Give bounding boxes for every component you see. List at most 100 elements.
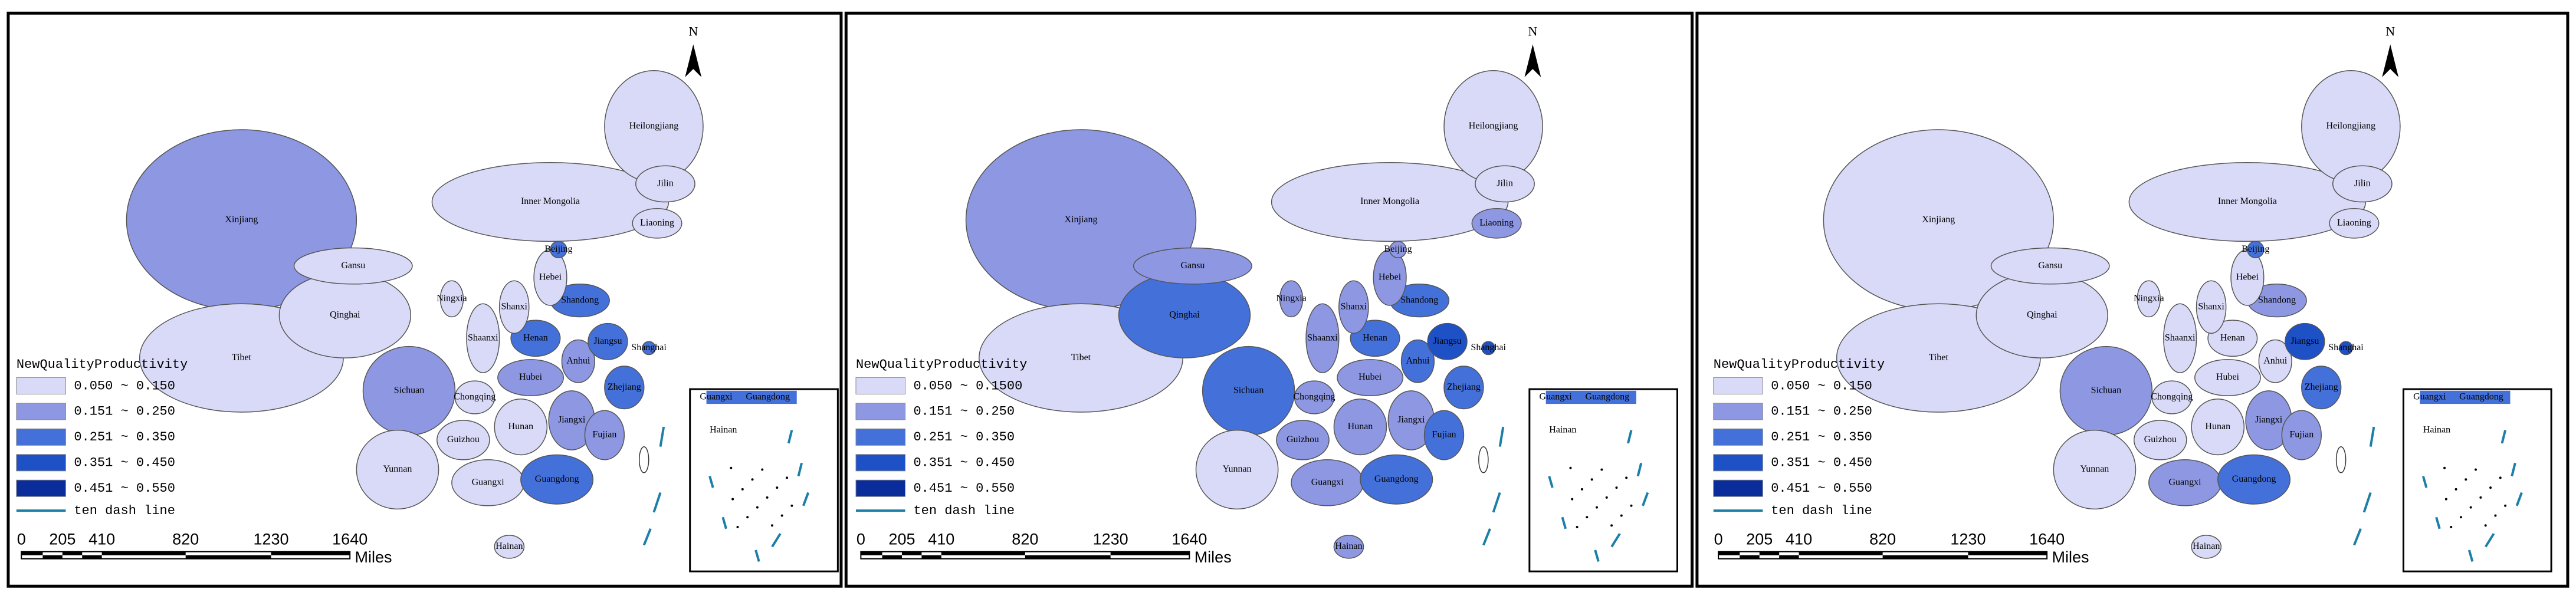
- legend-item: 0.050 ~ 0.150: [1771, 379, 1872, 393]
- province-label: Jiangsu: [1433, 336, 1462, 346]
- legend-swatch: [855, 403, 906, 420]
- province-label: Hainan: [2193, 541, 2220, 551]
- province: [1471, 208, 1522, 239]
- province: [1475, 165, 1535, 203]
- province: [2258, 339, 2292, 383]
- province-label: Zhejiang: [608, 382, 641, 392]
- province: [2207, 320, 2258, 357]
- legend-item: 0.451 ~ 0.550: [913, 481, 1015, 496]
- province-label: Zhejiang: [2305, 382, 2338, 392]
- island: [780, 514, 783, 517]
- scale-segment: [861, 551, 882, 555]
- scale-label: 820: [172, 530, 199, 548]
- ten-dash-line: [2369, 426, 2375, 447]
- province: [454, 380, 495, 414]
- map-panel: Xinjiang Tibet Inner Mongolia Qinghai Heilon…: [1695, 11, 2570, 588]
- legend-swatch: [1713, 454, 1763, 472]
- island: [741, 488, 744, 491]
- province: [2332, 165, 2393, 203]
- province-label: Beijing: [544, 244, 572, 254]
- legend-swatch: [1713, 479, 1763, 497]
- province-label: Shandong: [2258, 295, 2296, 305]
- province-label: Yunnan: [1223, 464, 1252, 474]
- taiwan: [2335, 446, 2347, 473]
- ten-dash-line: [797, 462, 803, 477]
- province: [497, 359, 565, 396]
- inset-label: Hainan: [1549, 424, 1576, 435]
- ten-dash-line: [787, 430, 793, 444]
- island: [2479, 496, 2482, 499]
- inset-label: Guangdong: [746, 392, 790, 402]
- province: [2339, 341, 2353, 356]
- inset-label: Guangdong: [2459, 392, 2503, 402]
- scale-segment: [1718, 551, 1740, 555]
- province: [1133, 247, 1252, 285]
- scale-segment: [185, 555, 271, 559]
- province: [1400, 339, 1435, 383]
- scale-label: 205: [888, 530, 915, 548]
- scale-label: 0: [857, 530, 865, 548]
- legend-title: NewQualityProductivity: [1714, 357, 1885, 372]
- scale-segment: [101, 551, 186, 555]
- ten-dash-line: [1561, 516, 1567, 529]
- ten-dash-line: [2421, 476, 2428, 488]
- ten-dash-line: [1482, 528, 1491, 546]
- province-label: Yunnan: [2080, 464, 2109, 474]
- scale-segment: [941, 551, 1025, 555]
- province-label: Guizhou: [1287, 435, 1319, 445]
- legend-swatch: [16, 454, 66, 472]
- scale-label: 205: [49, 530, 76, 548]
- north-arrow: [2382, 44, 2399, 77]
- province: [2133, 420, 2187, 460]
- province-label: Guangdong: [1374, 474, 1419, 484]
- island: [1615, 486, 1618, 489]
- province-label: Hebei: [539, 272, 562, 282]
- province-label: Hunan: [2205, 422, 2230, 432]
- province-label: Inner Mongolia: [2218, 196, 2277, 206]
- scale-segment: [1110, 551, 1190, 555]
- province: [1276, 420, 1330, 460]
- scale-segment: [1740, 555, 1760, 559]
- island: [1586, 516, 1589, 519]
- province: [550, 241, 567, 258]
- province-label: Shaanxi: [468, 333, 498, 343]
- island: [736, 525, 739, 528]
- province-label: Jiangxi: [2255, 415, 2283, 425]
- ten-dash-line: [1594, 549, 1600, 562]
- inset-land: [706, 390, 797, 404]
- legend-item: 0.451 ~ 0.550: [74, 481, 175, 496]
- ten-dash-line: [642, 528, 652, 546]
- scale-segment: [82, 555, 102, 559]
- province: [2285, 322, 2325, 360]
- province: [1423, 410, 1465, 460]
- province-label: Jilin: [2354, 179, 2371, 189]
- ten-dash-line: [2515, 492, 2523, 506]
- inset-land: [2420, 390, 2511, 404]
- province-label: Ningxia: [437, 294, 467, 304]
- province: [632, 208, 682, 239]
- province-label: Tibet: [1071, 353, 1091, 363]
- province: [439, 280, 464, 318]
- scale-segment: [1025, 555, 1111, 559]
- province: [2247, 241, 2265, 258]
- province-label: Xinjiang: [225, 215, 258, 225]
- taiwan: [638, 446, 649, 473]
- island: [2494, 514, 2497, 517]
- province-label: Heilongjiang: [629, 121, 679, 131]
- legend-swatch: [1713, 403, 1763, 420]
- legend-item: 0.351 ~ 0.450: [1771, 456, 1872, 470]
- province-label: Gansu: [1180, 261, 1205, 271]
- north-label: N: [1528, 24, 1537, 39]
- province: [1443, 366, 1484, 410]
- ten-dash-line: [754, 549, 760, 562]
- province-label: Shanxi: [1341, 301, 1367, 311]
- ten-dash-line: [708, 476, 714, 488]
- island: [731, 498, 734, 501]
- ten-dash-line: [2500, 430, 2507, 444]
- province-label: Shanghai: [631, 343, 667, 353]
- island: [2450, 525, 2453, 528]
- legend-item: 0.351 ~ 0.450: [74, 456, 175, 470]
- province: [2281, 410, 2322, 460]
- island: [756, 506, 759, 509]
- province-label: Jiangsu: [593, 336, 622, 346]
